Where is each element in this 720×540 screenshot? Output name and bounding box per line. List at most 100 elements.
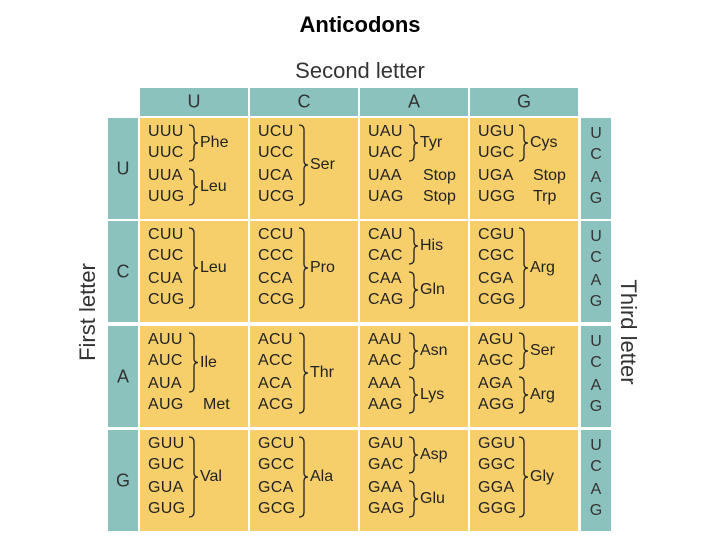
third-letter: C (590, 249, 602, 266)
brace (298, 436, 309, 518)
amino-acid-label: Stop (423, 167, 456, 184)
codon: AUU (148, 331, 183, 348)
third-letter-column-a (581, 326, 611, 427)
amino-acid-label: Glu (420, 490, 445, 507)
codon: CAA (368, 270, 402, 287)
codon: CGA (478, 270, 514, 287)
brace (408, 332, 419, 370)
brace (188, 436, 199, 518)
codon: CCU (258, 226, 294, 243)
codon: UUA (148, 167, 183, 184)
brace (298, 332, 309, 414)
codon: CGG (478, 291, 516, 308)
codon: CAC (368, 247, 403, 264)
brace (408, 436, 419, 474)
second-letter: G (516, 91, 532, 112)
third-letter: A (590, 481, 602, 498)
brace (298, 124, 309, 206)
amino-acid-label: Leu (200, 178, 227, 195)
third-letter: G (589, 502, 603, 519)
third-letter: U (590, 437, 602, 454)
amino-acid-label: Ser (310, 156, 335, 173)
codon: CGC (478, 247, 515, 264)
codon: GAC (368, 456, 404, 473)
codon: UUU (148, 123, 184, 140)
codon: GCU (258, 435, 295, 452)
third-letter: C (590, 354, 602, 371)
third-letter-column-u (581, 118, 611, 219)
codon: UCA (258, 167, 293, 184)
second-letter-header-u (140, 88, 248, 116)
codon: AGU (478, 331, 514, 348)
amino-acid-label: Thr (310, 364, 334, 381)
codon: UAG (368, 188, 404, 205)
brace (408, 227, 419, 265)
codon: GAU (368, 435, 404, 452)
codon: ACC (258, 352, 293, 369)
codon: GAA (368, 479, 403, 496)
codon: AAG (368, 396, 403, 413)
brace (188, 227, 199, 309)
codon: AGG (478, 396, 515, 413)
codon: GUU (148, 435, 185, 452)
brace (518, 124, 529, 162)
third-letter-column-g (581, 430, 611, 531)
codon: UGA (478, 167, 514, 184)
codon: CUC (148, 247, 184, 264)
third-letter: U (590, 333, 602, 350)
codon: CCC (258, 247, 294, 264)
third-letter: C (590, 146, 602, 163)
codon: ACG (258, 396, 294, 413)
third-letter: U (590, 125, 602, 142)
first-letter-header-g (108, 430, 138, 531)
brace (298, 227, 309, 309)
codon: AAA (368, 375, 401, 392)
codon: CAU (368, 226, 403, 243)
first-letter-header-a (108, 326, 138, 427)
third-letter: G (589, 293, 603, 310)
codon: UCU (258, 123, 294, 140)
codon: CCG (258, 291, 295, 308)
codon: CGU (478, 226, 515, 243)
codon: GGC (478, 456, 516, 473)
codon: GCA (258, 479, 294, 496)
amino-acid-label: Cys (530, 134, 558, 151)
amino-acid-label: Pro (310, 259, 335, 276)
amino-acid-label: Asn (420, 342, 448, 359)
codon: ACU (258, 331, 293, 348)
codon: CUA (148, 270, 183, 287)
amino-acid-label: Tyr (420, 134, 443, 151)
first-letter: A (116, 366, 130, 386)
brace (518, 227, 529, 309)
second-letter-label: Second letter (295, 58, 425, 83)
amino-acid-label: Trp (533, 188, 557, 205)
amino-acid-label: Stop (423, 188, 456, 205)
brace (188, 124, 199, 162)
codon: GUG (148, 500, 186, 517)
codon: UAA (368, 167, 402, 184)
brace (518, 436, 529, 518)
second-letter-header-a (360, 88, 468, 116)
third-letter: C (590, 458, 602, 475)
brace (188, 332, 199, 393)
brace (408, 480, 419, 518)
codon: GAG (368, 500, 405, 517)
first-letter-header-c (108, 221, 138, 322)
brace (408, 376, 419, 414)
codon: GGA (478, 479, 515, 496)
third-letter: U (590, 228, 602, 245)
codon: AUA (148, 375, 182, 392)
amino-acid-label: Arg (530, 259, 555, 276)
codon: GUA (148, 479, 184, 496)
amino-acid-label: Asp (420, 446, 448, 463)
third-letter: A (590, 377, 602, 394)
codon: UUC (148, 144, 184, 161)
amino-acid-label: Gly (530, 468, 554, 485)
amino-acid-label: Val (200, 468, 222, 485)
second-letter: C (297, 91, 311, 112)
brace (518, 376, 529, 414)
third-letter: A (590, 169, 602, 186)
brace (518, 332, 529, 370)
codon: AGC (478, 352, 514, 369)
